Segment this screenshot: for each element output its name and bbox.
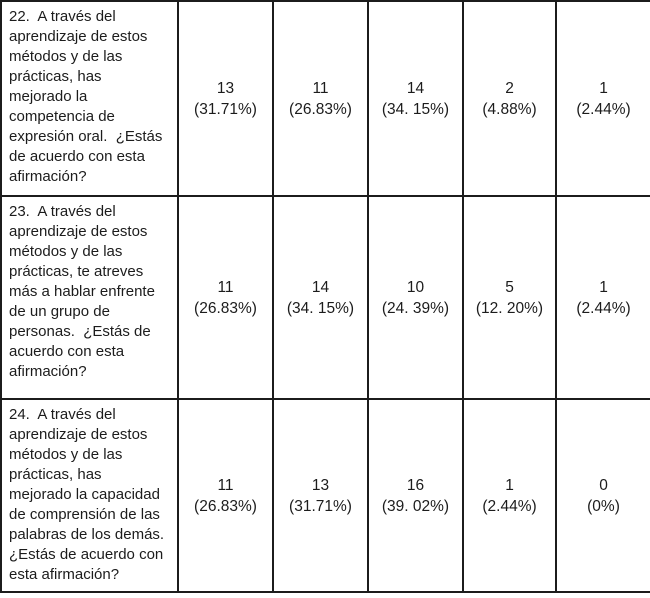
response-cell: 16 (39. 02%) bbox=[367, 398, 464, 593]
table-row: 22. A través del aprendizaje de estos mé… bbox=[0, 0, 650, 197]
table-row: 24. A través del aprendizaje de estos mé… bbox=[0, 398, 650, 593]
response-percent: (39. 02%) bbox=[381, 497, 450, 515]
question-cell: 24. A través del aprendizaje de estos mé… bbox=[0, 398, 179, 593]
response-percent: (2.44%) bbox=[576, 100, 631, 118]
question-text: 22. A través del aprendizaje de estos mé… bbox=[9, 8, 163, 185]
response-percent: (31.71%) bbox=[289, 497, 352, 515]
response-percent: (0%) bbox=[587, 497, 620, 515]
response-cell: 1 (2.44%) bbox=[462, 398, 557, 593]
response-cell: 13 (31.71%) bbox=[272, 398, 369, 593]
response-cell: 1 (2.44%) bbox=[555, 195, 650, 400]
question-text: 24. A través del aprendizaje de estos mé… bbox=[9, 406, 165, 583]
response-percent: (31.71%) bbox=[194, 100, 257, 118]
response-cell: 11 (26.83%) bbox=[272, 0, 369, 197]
response-percent: (12. 20%) bbox=[475, 299, 544, 317]
response-count: 1 bbox=[599, 278, 608, 296]
response-count: 13 bbox=[216, 79, 235, 97]
response-count: 10 bbox=[406, 278, 425, 296]
response-percent: (26.83%) bbox=[194, 299, 257, 317]
response-count: 1 bbox=[599, 79, 608, 97]
response-count: 1 bbox=[505, 476, 514, 494]
response-count: 16 bbox=[406, 476, 425, 494]
response-percent: (2.44%) bbox=[482, 497, 537, 515]
question-text: 23. A través del aprendizaje de estos mé… bbox=[9, 203, 155, 380]
response-cell: 5 (12. 20%) bbox=[462, 195, 557, 400]
response-count: 14 bbox=[406, 79, 425, 97]
question-cell: 22. A través del aprendizaje de estos mé… bbox=[0, 0, 179, 197]
response-percent: (26.83%) bbox=[289, 100, 352, 118]
response-cell: 10 (24. 39%) bbox=[367, 195, 464, 400]
response-count: 14 bbox=[311, 278, 330, 296]
response-cell: 11 (26.83%) bbox=[177, 195, 274, 400]
response-cell: 13 (31.71%) bbox=[177, 0, 274, 197]
response-cell: 1 (2.44%) bbox=[555, 0, 650, 197]
response-count: 11 bbox=[217, 278, 234, 296]
response-count: 0 bbox=[599, 476, 608, 494]
response-percent: (26.83%) bbox=[194, 497, 257, 515]
table-row: 23. A través del aprendizaje de estos mé… bbox=[0, 195, 650, 400]
response-percent: (2.44%) bbox=[576, 299, 631, 317]
response-cell: 0 (0%) bbox=[555, 398, 650, 593]
response-cell: 11 (26.83%) bbox=[177, 398, 274, 593]
response-cell: 14 (34. 15%) bbox=[272, 195, 369, 400]
response-cell: 14 (34. 15%) bbox=[367, 0, 464, 197]
response-count: 13 bbox=[311, 476, 330, 494]
response-count: 5 bbox=[505, 278, 514, 296]
response-count: 11 bbox=[312, 79, 329, 97]
response-count: 2 bbox=[505, 79, 514, 97]
response-percent: (34. 15%) bbox=[286, 299, 355, 317]
response-percent: (24. 39%) bbox=[381, 299, 450, 317]
response-percent: (4.88%) bbox=[482, 100, 537, 118]
question-cell: 23. A través del aprendizaje de estos mé… bbox=[0, 195, 179, 400]
response-percent: (34. 15%) bbox=[381, 100, 450, 118]
response-count: 11 bbox=[217, 476, 234, 494]
response-cell: 2 (4.88%) bbox=[462, 0, 557, 197]
